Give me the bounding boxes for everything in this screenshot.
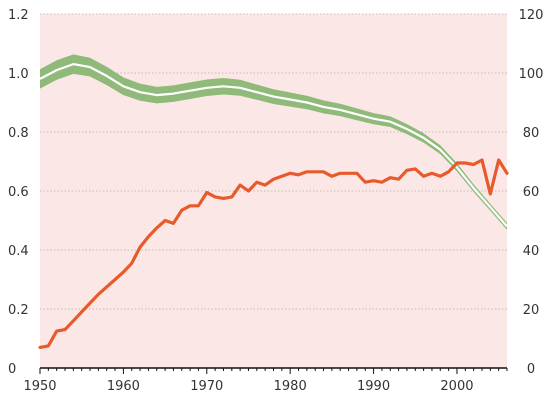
grid-lines	[40, 13, 507, 310]
y-tick-left-6: 1.2	[8, 8, 29, 23]
y-tick-right-1: 20	[523, 303, 540, 318]
y-tick-right-4: 80	[523, 126, 540, 141]
y-axis-left: 0 0.2 0.4 0.6 0.8 1.0 1.2	[8, 8, 29, 377]
y-tick-left-0: 0	[8, 362, 16, 377]
y-tick-left-4: 0.8	[8, 126, 29, 141]
y-tick-right-5: 100	[519, 67, 544, 82]
band-area	[40, 54, 507, 230]
orange-line	[38, 158, 509, 349]
y-tick-left-5: 1.0	[8, 67, 29, 82]
x-tick-label-1: 1960	[107, 379, 140, 394]
y-tick-right-3: 60	[523, 185, 540, 200]
x-tick-label-2: 1970	[190, 379, 223, 394]
x-tick-label-3: 1980	[274, 379, 307, 394]
x-tick-label-0: 1950	[23, 379, 56, 394]
y-tick-left-2: 0.4	[8, 244, 29, 259]
y-axis-right: 0 20 40 60 80 100 120	[519, 8, 544, 377]
y-tick-right-0: 0	[527, 362, 535, 377]
y-tick-left-3: 0.6	[8, 185, 29, 200]
x-tick-label-4: 1990	[357, 379, 390, 394]
x-axis: 1950 1960 1970 1980 1990 2000	[23, 367, 508, 394]
x-tick-label-5: 2000	[440, 379, 473, 394]
y-tick-right-2: 40	[523, 244, 540, 259]
green-band-series	[39, 54, 508, 230]
y-tick-right-6: 120	[519, 8, 544, 23]
orange-line-series	[38, 158, 509, 349]
y-tick-left-1: 0.2	[8, 303, 29, 318]
band-center-line	[39, 62, 508, 228]
